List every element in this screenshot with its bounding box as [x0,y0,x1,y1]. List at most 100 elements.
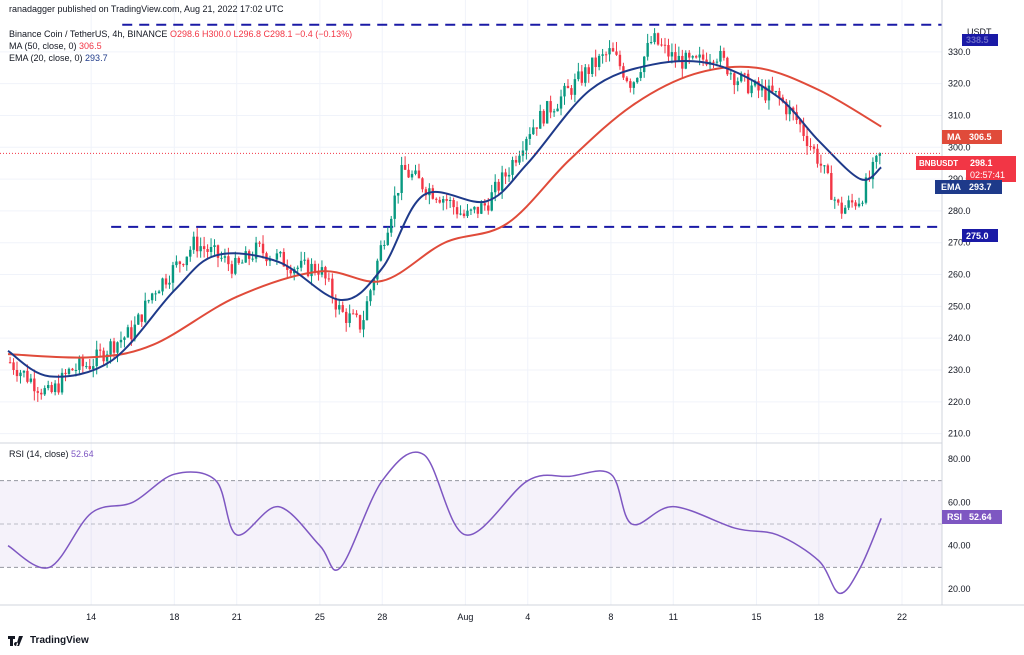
svg-text:EMA: EMA [941,182,962,192]
price-tick-label: 320.0 [948,79,971,89]
candle-body [525,138,528,151]
candle-body [642,56,646,73]
legend-symbol[interactable]: Binance Coin / TetherUS, 4h, BINANCE O29… [9,29,352,39]
tradingview-logo[interactable]: TradingView [8,635,89,646]
candle-body [116,342,119,353]
candle-body [805,135,809,147]
candle-body [175,261,178,266]
candle-body [459,213,462,215]
candle-body [788,107,791,115]
legend-ma[interactable]: MA (50, close, 0) 306.5 [9,41,102,51]
legend-ema[interactable]: EMA (20, close, 0) 293.7 [9,53,108,63]
candle-body [830,172,833,200]
svg-text:275.0: 275.0 [966,231,989,241]
candle-body [660,44,663,46]
candle-body [455,207,459,215]
candle-body [306,259,310,277]
time-axis[interactable]: 14 18 21 25 28 Aug 4 8 11 15 18 22 [86,612,907,622]
legend-rsi[interactable]: RSI (14, close) 52.64 [9,449,94,459]
candle-body [563,85,566,97]
candle-body [823,165,826,167]
candle-body [462,213,466,217]
candle-body [736,81,739,86]
candle-body [185,256,188,266]
candle-body [760,86,764,91]
ema-label: EMA (20, close, 0) [9,53,83,63]
candle-body [178,261,182,265]
candle-body [202,246,206,250]
candle-body [764,86,767,101]
price-tick-label: 290.0 [948,174,971,184]
candle-body [199,246,202,252]
candle-body [431,188,435,199]
candle-body [251,258,254,260]
candle-body [53,383,57,393]
candle-body [168,282,171,285]
candle-body [237,257,240,263]
candle-body [438,199,441,203]
candle-body [649,42,653,44]
support-tag: 275.0 [962,229,998,242]
candle-body [545,101,549,124]
candle-body [310,263,313,277]
candle-body [275,253,279,260]
candle-body [577,71,580,80]
candle-body [161,278,164,292]
candle-body [552,111,556,113]
candles [8,28,882,402]
candle-body [694,56,698,58]
publisher-line: ranadagger published on TradingView.com,… [9,4,284,14]
candle-body [798,120,802,125]
candle-body [220,257,223,259]
rsi-axis[interactable]: 80.00 60.00 40.00 20.00 [948,454,971,594]
candle-body [71,368,74,371]
svg-text:298.1: 298.1 [970,158,993,168]
price-tick-label: 260.0 [948,270,971,280]
candle-body [688,52,691,58]
candle-body [507,174,511,177]
candle-body [400,164,403,193]
candle-body [286,266,289,270]
candle-body [157,291,161,294]
candle-body [743,73,746,75]
candle-body [227,256,230,265]
candle-body [192,236,195,250]
ma-label: MA (50, close, 0) [9,41,77,51]
candle-body [854,202,857,207]
candle-body [424,189,428,196]
candle-body [850,200,854,203]
svg-text:293.7: 293.7 [969,182,992,192]
candle-body [559,96,563,109]
candle-body [22,370,26,373]
candle-body [466,210,469,217]
price-tick-label: 300.0 [948,142,971,152]
candle-body [144,300,147,322]
candle-body [580,71,584,83]
candle-body [258,242,261,244]
rsi-panel [0,451,942,595]
candle-body [819,163,823,166]
candle-body [597,55,601,68]
candle-body [816,148,819,164]
candle-body [833,199,836,201]
price-tick-label: 220.0 [948,397,971,407]
candle-body [864,177,868,203]
candle-body [230,264,234,274]
candle-body [753,81,757,86]
brand-name: TradingView [30,635,89,646]
candle-body [445,199,448,201]
candle-body [809,146,812,148]
candle-body [410,173,414,178]
candle-body [435,198,438,200]
candle-body [618,54,622,67]
candle-body [289,269,292,274]
candle-body [802,124,805,136]
candle-body [383,244,386,246]
candle-body [88,366,91,370]
candle-body [611,48,615,52]
candle-body [573,79,577,95]
price-axis[interactable]: 330.0 320.0 310.0 300.0 290.0 280.0 270.0 260.0… [948,47,971,439]
rsi-tick-label: 60.00 [948,497,971,507]
rsi-value: 52.64 [71,449,94,459]
